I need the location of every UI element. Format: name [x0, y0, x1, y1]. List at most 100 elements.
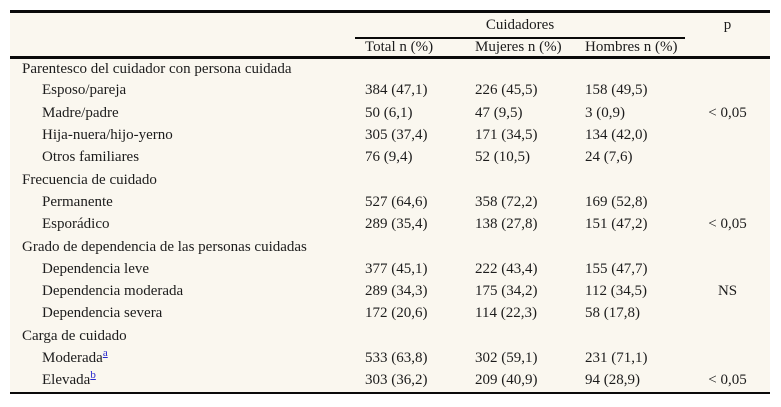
p-cell: [685, 347, 770, 369]
mujeres-cell: 114 (22,3): [475, 305, 537, 322]
row-label: Dependencia moderada: [42, 283, 184, 300]
total-cell: 303 (36,2): [365, 372, 428, 389]
mujeres-cell: 52 (10,5): [475, 149, 530, 166]
hombres-cell: 155 (47,7): [585, 260, 648, 277]
table-row: Permanente 527 (64,6) 358 (72,2) 169 (52…: [10, 191, 770, 213]
section-row-carga: Carga de cuidado: [10, 325, 770, 347]
empty-header-cell: [10, 13, 355, 38]
table-row: Elevadab 303 (36,2) 209 (40,9) 94 (28,9)…: [10, 370, 770, 392]
hombres-cell: 151 (47,2): [585, 216, 648, 233]
empty-header-cell: [685, 38, 771, 59]
total-cell: 527 (64,6): [365, 193, 428, 210]
total-cell: 384 (47,1): [365, 82, 428, 99]
table-row: Hija-nuera/hijo-yerno 305 (37,4) 171 (34…: [10, 124, 770, 146]
p-cell: [685, 258, 770, 280]
total-cell: 377 (45,1): [365, 260, 428, 277]
footnote-marker: b: [90, 370, 96, 382]
hombres-cell: [575, 325, 685, 347]
section-label: Carga de cuidado: [22, 327, 127, 344]
section-label: Parentesco del cuidador con persona cuid…: [22, 60, 292, 77]
table-row: Madre/padre 50 (6,1) 47 (9,5) 3 (0,9) < …: [10, 102, 770, 124]
row-label: Moderadaa: [10, 347, 355, 369]
table-row: Esposo/pareja 384 (47,1) 226 (45,5) 158 …: [10, 80, 770, 102]
p-cell: < 0,05: [708, 372, 747, 389]
mujeres-cell: [465, 236, 575, 258]
column-header-hombres: Hombres n (%): [575, 38, 686, 59]
hombres-cell: 58 (17,8): [585, 305, 640, 322]
total-cell: [355, 58, 465, 80]
total-cell: 50 (6,1): [365, 104, 413, 121]
hombres-cell: 3 (0,9): [585, 104, 625, 121]
hombres-cell: 24 (7,6): [585, 149, 633, 166]
row-label: Permanente: [42, 193, 113, 210]
row-label: Hija-nuera/hijo-yerno: [42, 127, 173, 144]
p-cell: [685, 303, 770, 325]
mujeres-cell: 209 (40,9): [475, 372, 538, 389]
table-row: Otros familiares 76 (9,4) 52 (10,5) 24 (…: [10, 147, 770, 169]
mujeres-cell: 171 (34,5): [475, 127, 538, 144]
row-label-text: Elevada: [42, 372, 91, 389]
caregivers-statistics-table: Cuidadores p Total n (%) Mujeres n (%) H…: [10, 10, 771, 394]
hombres-cell: 231 (71,1): [585, 350, 648, 366]
total-cell: [355, 169, 465, 191]
data-table: Cuidadores p Total n (%) Mujeres n (%) H…: [10, 13, 771, 392]
row-label-text: Moderada: [42, 350, 103, 366]
p-cell: [685, 169, 770, 191]
hombres-cell: [575, 58, 685, 80]
column-group-header: Cuidadores: [355, 13, 686, 39]
mujeres-cell: [465, 169, 575, 191]
mujeres-cell: [465, 58, 575, 80]
table-row: Esporádico 289 (35,4) 138 (27,8) 151 (47…: [10, 214, 770, 236]
total-cell: 76 (9,4): [365, 149, 413, 166]
column-header-total: Total n (%): [355, 38, 465, 59]
table-row: Dependencia leve 377 (45,1) 222 (43,4) 1…: [10, 258, 770, 280]
mujeres-cell: 138 (27,8): [475, 216, 538, 233]
section-label: Grado de dependencia de las personas cui…: [22, 238, 307, 255]
row-label: Madre/padre: [42, 104, 119, 121]
table-row: Moderadaa 533 (63,8) 302 (59,1) 231 (71,…: [10, 347, 770, 369]
p-cell: [685, 147, 770, 169]
mujeres-cell: 226 (45,5): [475, 82, 538, 99]
p-cell: < 0,05: [708, 216, 747, 233]
column-header-mujeres: Mujeres n (%): [465, 38, 575, 59]
hombres-cell: 169 (52,8): [585, 193, 648, 210]
p-column-header: p: [723, 17, 732, 33]
hombres-cell: 158 (49,5): [585, 82, 648, 99]
footnote-link-b[interactable]: b: [90, 369, 96, 382]
hombres-cell: [575, 169, 685, 191]
footnote-link-a[interactable]: a: [102, 347, 108, 359]
table-row: Dependencia moderada 289 (34,3) 175 (34,…: [10, 280, 770, 302]
table-row: Dependencia severa 172 (20,6) 114 (22,3)…: [10, 303, 770, 325]
p-cell: [685, 191, 770, 213]
total-cell: 289 (34,3): [365, 283, 428, 300]
section-row-frecuencia: Frecuencia de cuidado: [10, 169, 770, 191]
mujeres-cell: 302 (59,1): [475, 350, 538, 366]
total-cell: 533 (63,8): [365, 350, 428, 366]
section-row-parentesco: Parentesco del cuidador con persona cuid…: [10, 58, 770, 80]
mujeres-cell: 47 (9,5): [475, 104, 523, 121]
p-cell: [685, 58, 770, 80]
mujeres-cell: 358 (72,2): [475, 193, 538, 210]
p-cell: [685, 236, 770, 258]
total-cell: [355, 236, 465, 258]
hombres-cell: [575, 236, 685, 258]
p-cell: NS: [717, 283, 738, 300]
mujeres-cell: 175 (34,2): [475, 283, 538, 300]
p-cell: < 0,05: [708, 104, 747, 121]
hombres-cell: 112 (34,5): [585, 283, 647, 300]
hombres-cell: 94 (28,9): [585, 372, 640, 389]
footnote-marker: a: [103, 347, 108, 359]
row-label: Dependencia leve: [42, 260, 150, 277]
row-label: Elevadab: [10, 370, 355, 392]
total-cell: 172 (20,6): [365, 305, 428, 322]
mujeres-cell: [465, 325, 575, 347]
p-cell: [685, 124, 770, 146]
row-label: Esporádico: [42, 216, 110, 233]
total-cell: 305 (37,4): [365, 127, 428, 144]
section-label: Frecuencia de cuidado: [22, 171, 157, 188]
total-cell: [355, 325, 465, 347]
total-cell: 289 (35,4): [365, 216, 428, 233]
empty-header-cell: [10, 38, 355, 59]
row-label: Esposo/pareja: [42, 82, 127, 99]
row-label: Otros familiares: [42, 149, 140, 166]
